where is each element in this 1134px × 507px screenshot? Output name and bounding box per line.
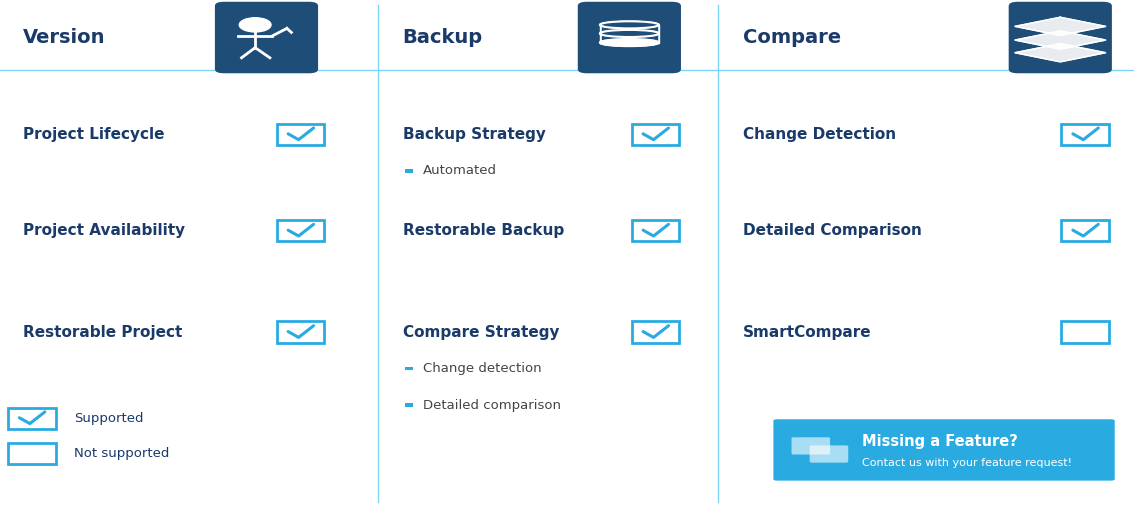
Ellipse shape bbox=[600, 21, 659, 28]
Bar bbox=[8, 443, 56, 464]
Ellipse shape bbox=[600, 39, 659, 46]
FancyBboxPatch shape bbox=[792, 437, 830, 454]
Circle shape bbox=[239, 18, 271, 32]
Text: SmartCompare: SmartCompare bbox=[743, 324, 871, 340]
Ellipse shape bbox=[602, 21, 657, 28]
Bar bbox=[8, 408, 56, 429]
Bar bbox=[632, 321, 679, 343]
Text: Compare: Compare bbox=[743, 28, 841, 47]
Text: Automated: Automated bbox=[423, 164, 497, 177]
FancyBboxPatch shape bbox=[214, 2, 318, 74]
Bar bbox=[277, 220, 324, 241]
Text: Change detection: Change detection bbox=[423, 362, 542, 375]
Bar bbox=[1061, 124, 1109, 145]
Ellipse shape bbox=[600, 39, 659, 46]
Text: Missing a Feature?: Missing a Feature? bbox=[862, 433, 1017, 449]
Text: Restorable Backup: Restorable Backup bbox=[403, 223, 564, 238]
Text: Contact us with your feature request!: Contact us with your feature request! bbox=[862, 458, 1072, 468]
FancyBboxPatch shape bbox=[1009, 2, 1111, 74]
Bar bbox=[1061, 321, 1109, 343]
Ellipse shape bbox=[602, 30, 657, 37]
Text: Supported: Supported bbox=[74, 412, 143, 425]
Bar bbox=[632, 124, 679, 145]
Bar bbox=[405, 404, 413, 407]
Polygon shape bbox=[1015, 31, 1106, 49]
Bar bbox=[405, 367, 413, 371]
FancyBboxPatch shape bbox=[810, 446, 848, 462]
Bar bbox=[632, 220, 679, 241]
Text: Backup: Backup bbox=[403, 28, 483, 47]
Bar bbox=[405, 169, 413, 172]
Text: Detailed comparison: Detailed comparison bbox=[423, 399, 561, 412]
Ellipse shape bbox=[600, 30, 659, 37]
FancyBboxPatch shape bbox=[577, 2, 680, 74]
Bar bbox=[1061, 220, 1109, 241]
Text: Restorable Project: Restorable Project bbox=[23, 324, 183, 340]
Text: Version: Version bbox=[23, 28, 105, 47]
FancyBboxPatch shape bbox=[773, 419, 1115, 481]
Text: Not supported: Not supported bbox=[74, 447, 169, 460]
Polygon shape bbox=[1015, 44, 1106, 62]
Text: Change Detection: Change Detection bbox=[743, 127, 896, 142]
Bar bbox=[277, 124, 324, 145]
Ellipse shape bbox=[600, 21, 659, 28]
Polygon shape bbox=[1015, 17, 1106, 35]
Bar bbox=[277, 321, 324, 343]
Text: Compare Strategy: Compare Strategy bbox=[403, 324, 559, 340]
Text: Detailed Comparison: Detailed Comparison bbox=[743, 223, 922, 238]
Ellipse shape bbox=[600, 30, 659, 37]
Text: Project Availability: Project Availability bbox=[23, 223, 185, 238]
Text: Project Lifecycle: Project Lifecycle bbox=[23, 127, 164, 142]
Text: Backup Strategy: Backup Strategy bbox=[403, 127, 545, 142]
